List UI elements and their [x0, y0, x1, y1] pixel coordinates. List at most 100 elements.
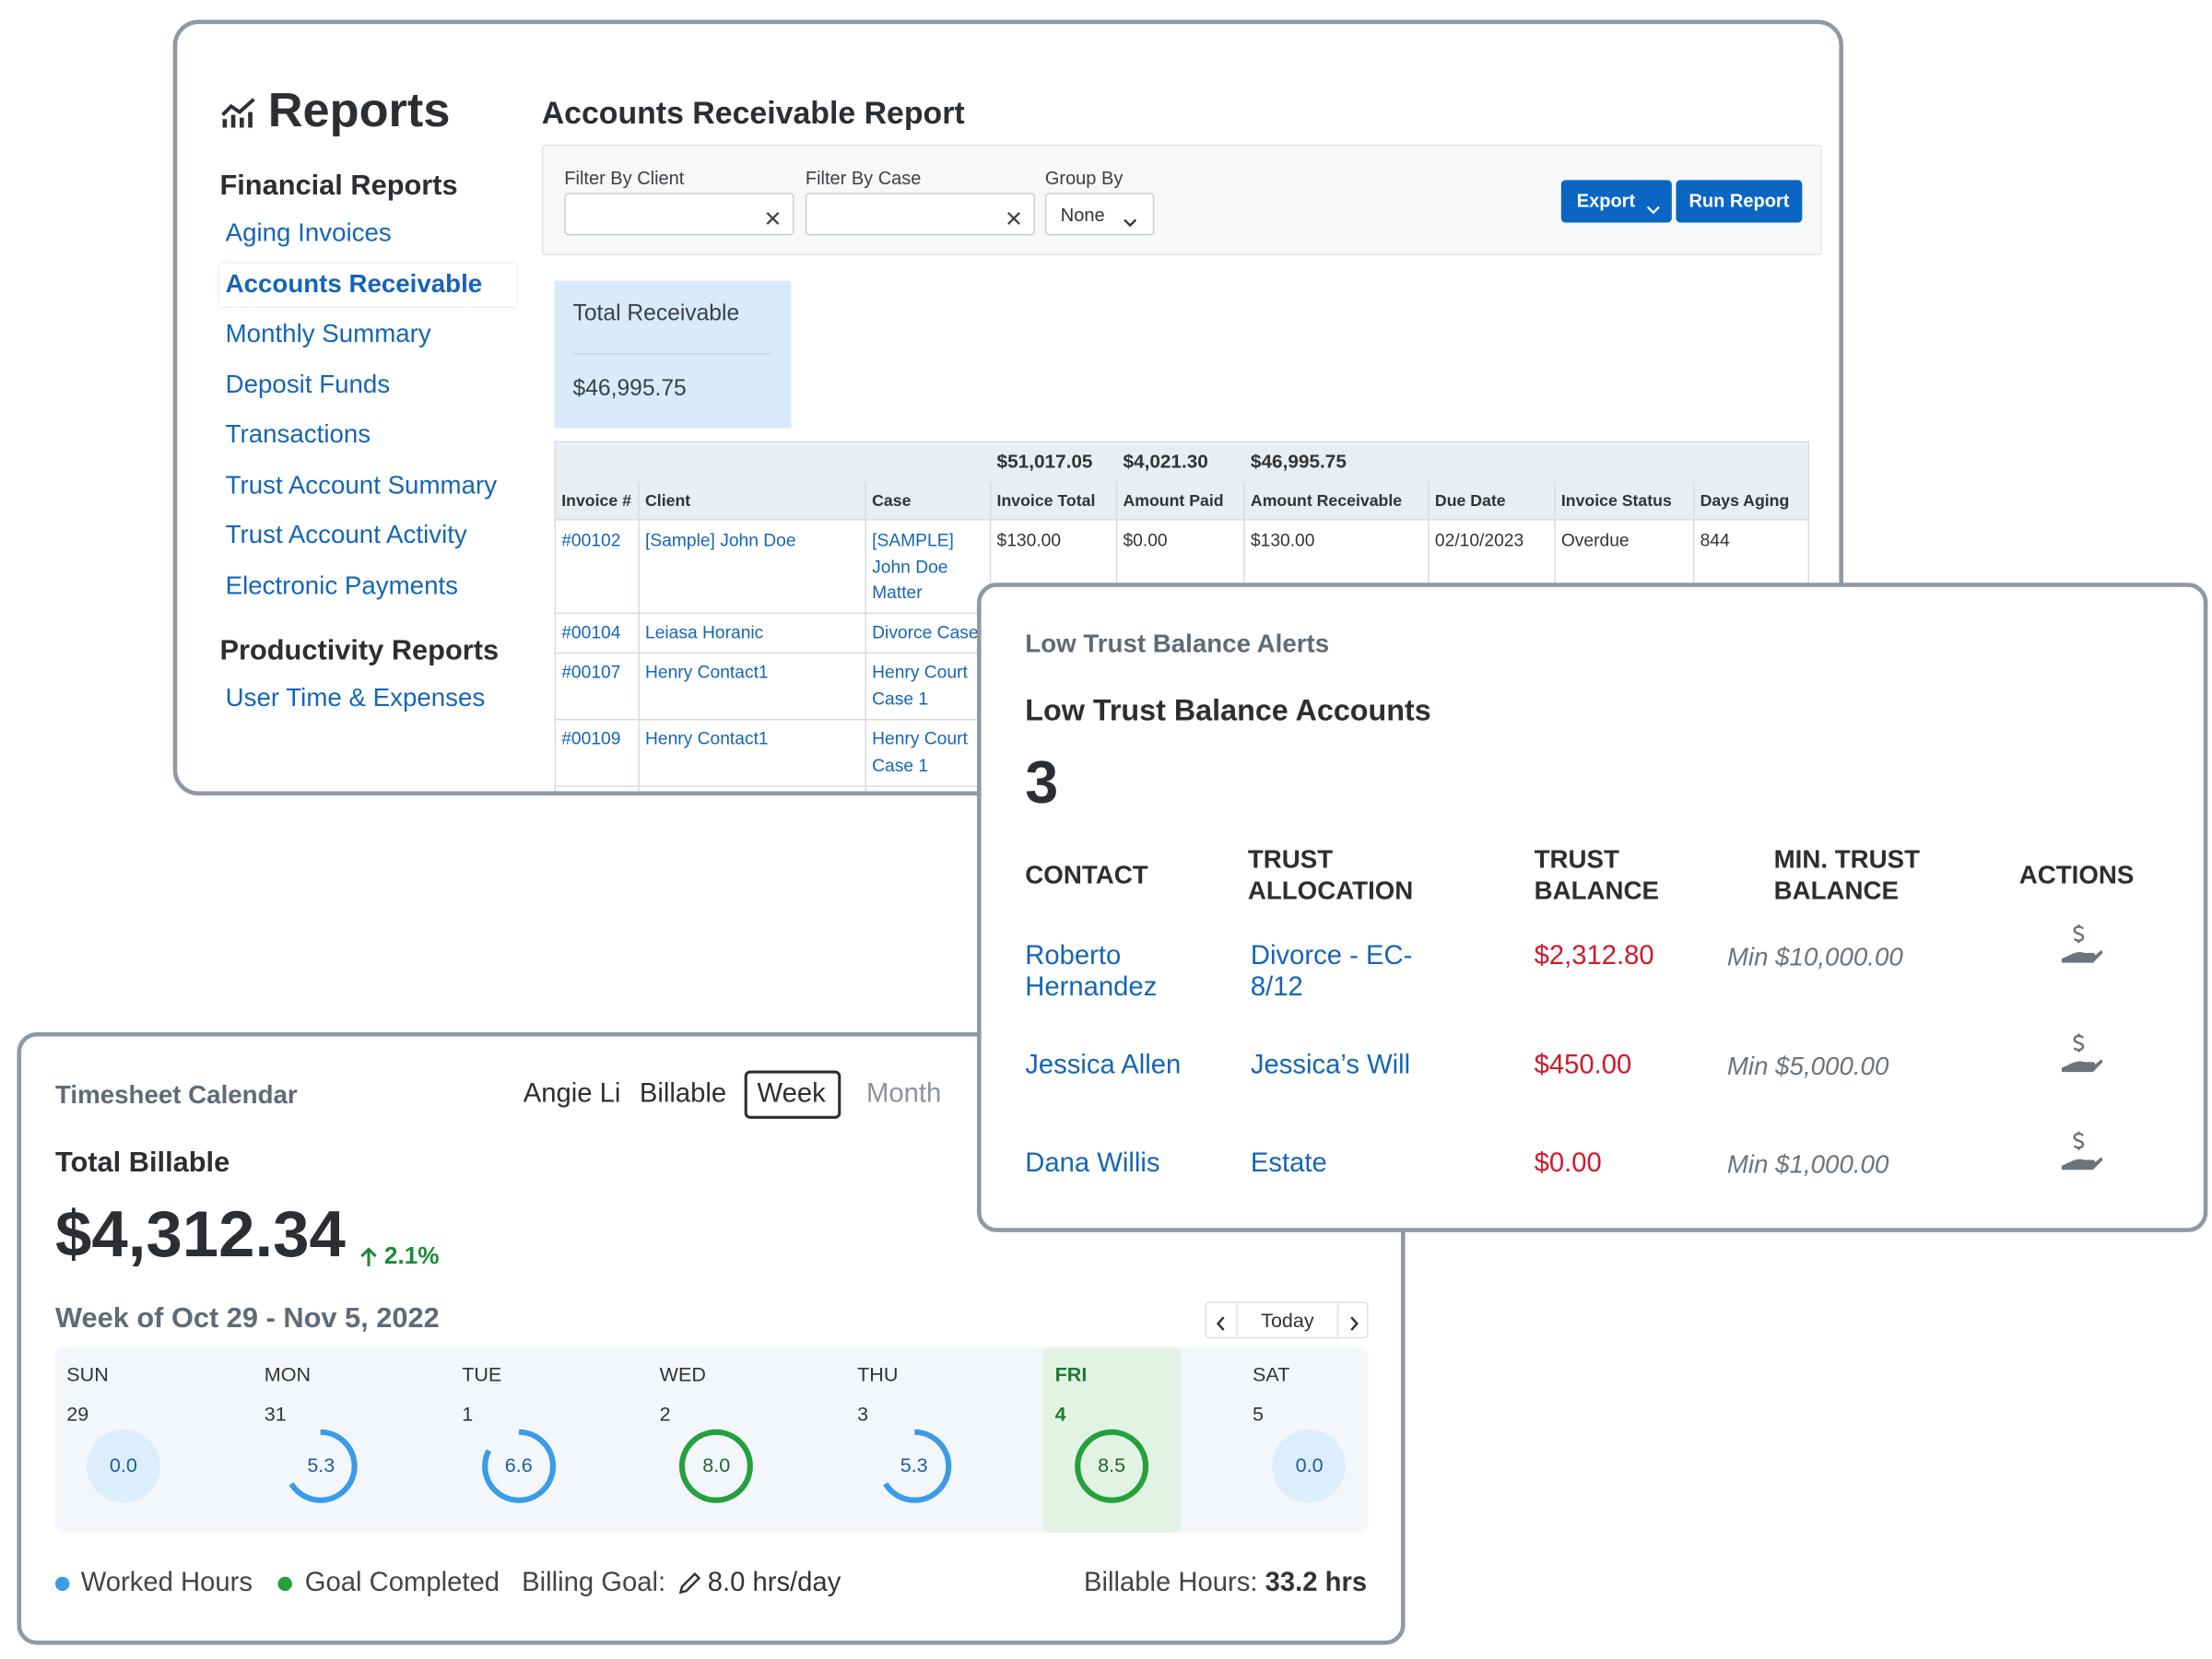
sidebar-title: Reports	[267, 83, 451, 138]
divider	[572, 353, 771, 355]
week-calendar: SUN 29 0.0 MON 31 5.3 TUE 1 6.6 WED 2 8.0 THU 3 5.3 FRI…	[54, 1347, 1369, 1534]
sidebar-link[interactable]: Electronic Payments	[225, 571, 459, 600]
table-cell[interactable]: #00104	[561, 622, 621, 642]
edit-icon-svg	[678, 1571, 701, 1594]
contact-link[interactable]: Dana Willis	[1025, 1148, 1160, 1179]
allocation-link[interactable]: Divorce - EC-8/12	[1250, 941, 1413, 1003]
table-cell[interactable]: [SAMPLE] John Doe Matter	[872, 530, 954, 603]
sidebar-link[interactable]: Accounts Receivable	[225, 269, 483, 299]
table-cell: $0.00	[1123, 530, 1168, 550]
sidebar-link[interactable]: User Time & Expenses	[225, 683, 486, 712]
table-cell[interactable]: Divorce Case	[872, 622, 979, 642]
table-cell[interactable]: Henry Court Case 1	[872, 728, 968, 775]
table-cell[interactable]: Henry Contact1	[644, 662, 769, 682]
table-cell[interactable]: #00107	[561, 662, 621, 682]
table-cell[interactable]: Henry Court Case 1	[872, 662, 968, 709]
hours-ring	[84, 1427, 163, 1506]
table-cell[interactable]: #00102	[561, 530, 621, 550]
day-name: SAT	[1253, 1362, 1290, 1386]
panel-title: Timesheet Calendar	[54, 1080, 298, 1110]
day-name: WED	[659, 1362, 706, 1386]
day-date: 31	[264, 1402, 287, 1426]
deposit-action-svg	[2061, 1131, 2103, 1171]
chevron	[1646, 197, 1660, 223]
hours-label: 8.5	[1098, 1453, 1126, 1477]
ring-arc	[679, 1429, 754, 1503]
day-date: 1	[462, 1402, 474, 1426]
column-header: Invoice Status	[1560, 493, 1672, 511]
ring-svg	[1075, 1429, 1149, 1503]
day-date: 2	[659, 1402, 671, 1426]
chevron	[1123, 210, 1137, 236]
hours-ring	[1270, 1427, 1349, 1506]
deposit-action[interactable]	[2059, 1129, 2104, 1182]
prev-button[interactable]	[1215, 1313, 1226, 1339]
trust-column-header: MIN. TRUST BALANCE	[1773, 844, 1921, 905]
sidebar-link[interactable]: Trust Account Activity	[225, 520, 467, 549]
ring-svg	[284, 1429, 359, 1503]
up-arrow-svg	[360, 1247, 377, 1266]
table-cell[interactable]: [Sample] John Doe	[644, 530, 796, 550]
table-cell[interactable]: #00109	[561, 728, 621, 749]
legend-dot	[277, 1576, 292, 1592]
table-cell: 02/10/2023	[1434, 530, 1524, 550]
edit-icon[interactable]	[677, 1571, 701, 1603]
today-button[interactable]: Today	[1261, 1308, 1314, 1332]
total-card: Total Receivable $46,995.75	[554, 280, 792, 429]
goal-value: 8.0 hrs/day	[707, 1568, 841, 1598]
prev-button-svg	[1216, 1316, 1225, 1331]
active-tab	[744, 1070, 841, 1119]
divider	[1236, 1302, 1239, 1337]
trust-column-header: TRUST BALANCE	[1534, 844, 1659, 905]
chevron-svg	[1124, 218, 1137, 228]
export-button[interactable]: Export	[1560, 180, 1672, 223]
billable-hours-label: Billable Hours:	[1083, 1568, 1265, 1598]
allocation-link[interactable]: Jessica’s Will	[1250, 1050, 1411, 1081]
sidebar-link[interactable]: Monthly Summary	[225, 319, 431, 347]
tab[interactable]: Billable	[639, 1078, 727, 1110]
total-billable: $4,312.34	[54, 1196, 346, 1271]
table-cell[interactable]: Henry Contact1	[644, 728, 769, 749]
tab[interactable]: Month	[865, 1078, 942, 1110]
deposit-action[interactable]	[2059, 922, 2104, 974]
group-by-select[interactable]: None	[1044, 193, 1155, 236]
column-header: Amount Paid	[1123, 493, 1224, 511]
day-date: 3	[857, 1402, 869, 1426]
ring-arc	[1075, 1429, 1149, 1503]
ring-bg	[86, 1429, 160, 1503]
day-date: 4	[1054, 1402, 1066, 1426]
next-button[interactable]	[1348, 1313, 1359, 1339]
button-label: Run Report	[1688, 190, 1790, 212]
filter-input[interactable]	[805, 193, 1036, 236]
contact-link[interactable]: Roberto Hernandez	[1025, 941, 1158, 1003]
sidebar-link[interactable]: Transactions	[225, 419, 371, 449]
hours-label: 0.0	[109, 1453, 137, 1477]
divider	[1336, 1302, 1339, 1337]
legend-dot	[54, 1576, 70, 1592]
table-cell[interactable]: Leiasa Horanic	[644, 622, 764, 642]
tab[interactable]: Week	[757, 1078, 826, 1110]
sidebar-link[interactable]: Deposit Funds	[225, 370, 391, 399]
week-label: Week of Oct 29 - Nov 5, 2022	[54, 1302, 440, 1335]
ring-svg	[877, 1429, 951, 1503]
allocation-link[interactable]: Estate	[1250, 1148, 1327, 1179]
deposit-action[interactable]	[2059, 1030, 2104, 1083]
trust-count: 3	[1025, 748, 1059, 816]
tab[interactable]: Angie Li	[523, 1078, 621, 1110]
min-trust-balance: Min $1,000.00	[1726, 1149, 1889, 1179]
sidebar-link[interactable]: Trust Account Summary	[225, 470, 498, 500]
run-report-button[interactable]: Run Report	[1676, 180, 1803, 223]
total-billable-label: Total Billable	[54, 1147, 230, 1179]
column-divider	[638, 482, 640, 792]
filter-input[interactable]	[564, 193, 794, 236]
contact-link[interactable]: Jessica Allen	[1025, 1050, 1182, 1081]
filter-label: Filter By Client	[564, 167, 685, 189]
column-total: $4,021.30	[1123, 451, 1208, 473]
sidebar-link[interactable]: Aging Invoices	[225, 218, 392, 247]
min-trust-balance: Min $10,000.00	[1726, 943, 1903, 971]
panel-title: Low Trust Balance Alerts	[1025, 629, 1330, 658]
hours-ring	[875, 1427, 954, 1506]
hours-label: 8.0	[702, 1453, 731, 1477]
change: 2.1%	[383, 1241, 440, 1269]
